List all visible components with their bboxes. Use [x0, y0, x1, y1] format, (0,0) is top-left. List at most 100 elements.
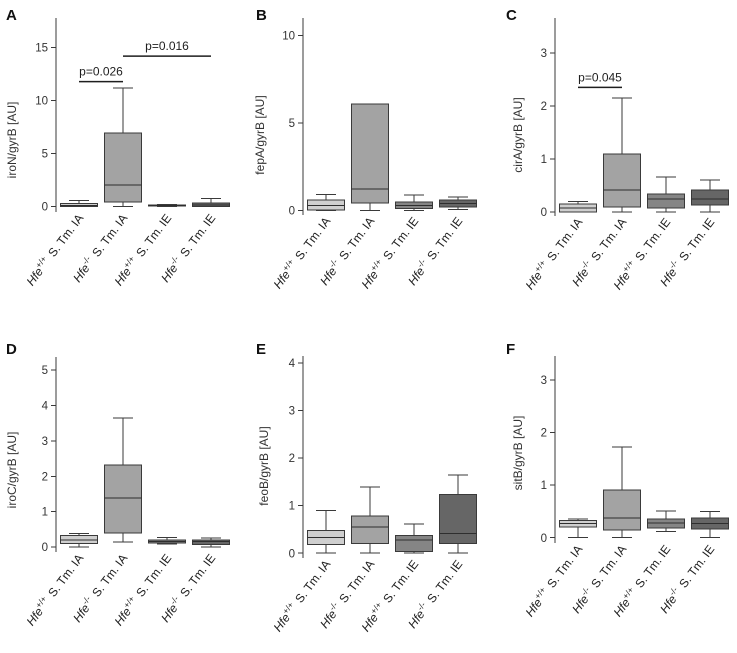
- strain-name: Hfe: [70, 601, 93, 625]
- infection-group: S. Tm. IA: [89, 211, 130, 259]
- y-tick-label: 5: [42, 365, 48, 377]
- box-group-2: [603, 97, 641, 213]
- infection-group: S. Tm. IE: [632, 542, 673, 590]
- infection-group: S. Tm. IE: [380, 557, 421, 605]
- y-axis-label: iroC/gyrB [AU]: [5, 432, 19, 509]
- y-tick-label: 10: [35, 96, 48, 108]
- y-tick-label: 2: [541, 428, 547, 440]
- strain-name: Hfe: [359, 268, 382, 292]
- y-axis-label: iroN/gyrB [AU]: [5, 102, 19, 179]
- box-group-1: [559, 518, 597, 539]
- panel-letter: F: [506, 341, 515, 358]
- infection-group: S. Tm. IA: [588, 215, 629, 263]
- y-axis-label: feoB/gyrB [AU]: [257, 426, 271, 505]
- y-tick-label: 0: [289, 548, 295, 560]
- infection-group: S. Tm. IE: [133, 551, 174, 599]
- strain-name: Hfe: [405, 607, 428, 631]
- infection-group: S. Tm. IA: [336, 214, 377, 262]
- infection-group: S. Tm. IA: [292, 214, 333, 262]
- y-tick-label: 1: [541, 154, 547, 166]
- p-value-label: p=0.016: [145, 39, 189, 53]
- y-tick-label: 3: [42, 436, 48, 448]
- infection-group: S. Tm. IA: [45, 211, 86, 259]
- box-group-4: [192, 537, 230, 548]
- panel-letter: D: [6, 341, 17, 358]
- y-axis-label: cirA/gyrB [AU]: [511, 97, 525, 172]
- box: [691, 189, 729, 206]
- strain-name: Hfe: [611, 596, 634, 620]
- y-tick-label: 3: [289, 406, 295, 418]
- box: [603, 489, 641, 531]
- box-group-2: [351, 103, 389, 212]
- box: [104, 464, 142, 534]
- p-value-label: p=0.026: [79, 65, 123, 79]
- strain-name: Hfe: [405, 264, 428, 288]
- box-group-4: [192, 198, 230, 208]
- strain-name: Hfe: [112, 605, 135, 629]
- infection-group: S. Tm. IE: [676, 542, 717, 590]
- strain-name: Hfe: [158, 261, 181, 285]
- y-tick-label: 0: [42, 202, 48, 214]
- box-group-4: [439, 474, 477, 554]
- box: [439, 493, 477, 545]
- y-tick-label: 1: [289, 501, 295, 513]
- panel-letter: B: [256, 7, 267, 24]
- box-group-2: [104, 87, 142, 208]
- infection-group: S. Tm. IA: [45, 551, 86, 599]
- box-group-3: [647, 176, 685, 213]
- box-group-1: [60, 199, 98, 208]
- box: [192, 539, 230, 546]
- box: [647, 193, 685, 209]
- panel-letter: C: [506, 7, 517, 24]
- box: [351, 515, 389, 545]
- strain-name: Hfe: [523, 269, 546, 293]
- strain-name: Hfe: [317, 264, 340, 288]
- panel-letter: E: [256, 341, 266, 358]
- strain-name: Hfe: [112, 265, 135, 289]
- infection-group: S. Tm. IE: [380, 214, 421, 262]
- y-tick-label: 10: [282, 31, 295, 43]
- strain-name: Hfe: [359, 611, 382, 635]
- infection-group: S. Tm. IE: [632, 215, 673, 263]
- box: [104, 132, 142, 203]
- box: [395, 535, 433, 552]
- panel-letter: A: [6, 7, 17, 24]
- y-tick-label: 0: [289, 206, 295, 218]
- y-tick-label: 0: [541, 207, 547, 219]
- y-tick-label: 0: [541, 533, 547, 545]
- box-group-1: [307, 509, 345, 554]
- infection-group: S. Tm. IE: [424, 557, 465, 605]
- box: [351, 103, 389, 204]
- y-tick-label: 2: [42, 471, 48, 483]
- y-tick-label: 3: [541, 48, 547, 60]
- box-group-3: [647, 510, 685, 532]
- strain-name: Hfe: [24, 265, 47, 289]
- infection-group: S. Tm. IE: [177, 551, 218, 599]
- y-tick-label: 5: [289, 118, 295, 130]
- strain-name: Hfe: [158, 601, 181, 625]
- strain-name: Hfe: [657, 265, 680, 289]
- infection-group: S. Tm. IA: [336, 557, 377, 605]
- y-tick-label: 0: [42, 542, 48, 554]
- box: [603, 153, 641, 208]
- box-group-2: [104, 417, 142, 543]
- strain-name: Hfe: [611, 269, 634, 293]
- y-tick-label: 4: [289, 358, 296, 370]
- strain-name: Hfe: [271, 268, 294, 292]
- strain-name: Hfe: [317, 607, 340, 631]
- strain-name: Hfe: [523, 596, 546, 620]
- box-group-4: [691, 510, 729, 539]
- box-group-3: [395, 194, 433, 212]
- p-value-label: p=0.045: [578, 70, 622, 84]
- infection-group: S. Tm. IE: [424, 214, 465, 262]
- y-tick-label: 2: [541, 101, 547, 113]
- infection-group: S. Tm. IE: [177, 211, 218, 259]
- box-group-3: [395, 523, 433, 554]
- y-tick-label: 2: [289, 453, 295, 465]
- strain-name: Hfe: [657, 592, 680, 616]
- infection-group: S. Tm. IE: [676, 215, 717, 263]
- y-tick-label: 4: [42, 401, 49, 413]
- y-axis-label: sitB/gyrB [AU]: [511, 416, 525, 491]
- strain-name: Hfe: [569, 592, 592, 616]
